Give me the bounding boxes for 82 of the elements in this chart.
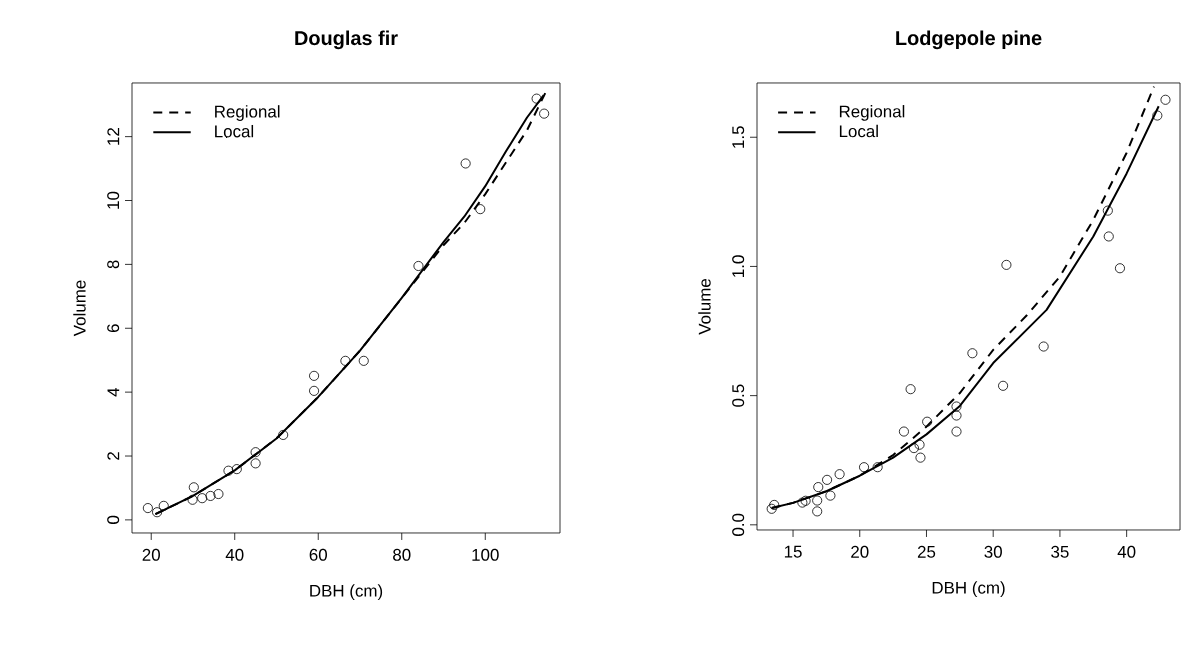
x-tick-label: 20	[851, 545, 869, 558]
point	[1001, 259, 1012, 270]
x-tick-label: 40	[225, 548, 244, 561]
point	[1102, 205, 1113, 216]
point	[539, 108, 550, 119]
point	[951, 410, 962, 421]
y-axis-title: Volume	[73, 280, 86, 337]
point	[250, 458, 261, 469]
y-tick-label: 0.0	[732, 513, 745, 536]
point	[531, 93, 542, 104]
point	[187, 494, 198, 505]
y-tick-label: 2	[107, 452, 120, 460]
point	[1152, 110, 1163, 121]
y-tick-label: 4	[107, 387, 120, 397]
y-tick-label: 0	[107, 515, 120, 524]
point	[1160, 94, 1171, 105]
legend-label: Regional	[215, 105, 280, 121]
point	[951, 401, 962, 412]
point	[769, 499, 780, 510]
point	[898, 426, 909, 437]
point	[766, 503, 777, 514]
x-tick-label: 15	[784, 545, 802, 558]
point	[915, 452, 926, 463]
point	[309, 370, 320, 381]
point	[859, 462, 870, 473]
point	[914, 439, 925, 450]
x-tick-label: 25	[917, 545, 936, 558]
point	[358, 355, 369, 366]
point	[922, 416, 933, 427]
point	[812, 495, 823, 506]
x-tick-label: 100	[472, 548, 499, 561]
x-tick-label: 60	[309, 548, 328, 561]
point	[475, 204, 486, 215]
point	[872, 462, 883, 473]
point	[908, 443, 919, 454]
point	[197, 493, 208, 504]
point	[309, 385, 320, 396]
x-tick-label: 35	[1051, 545, 1069, 558]
x-tick-label: 30	[984, 545, 1002, 558]
point	[998, 380, 1009, 391]
legend-label: Regional	[839, 105, 905, 121]
point	[812, 506, 823, 517]
y-tick-label: 12	[107, 128, 120, 145]
point	[250, 447, 261, 458]
chart-title: Douglas fir	[295, 30, 398, 50]
point	[223, 465, 234, 476]
point	[813, 482, 824, 493]
point	[278, 429, 289, 440]
y-tick-label: 6	[107, 324, 120, 333]
x-tick-label: 40	[1117, 545, 1136, 558]
legend-label: Local	[215, 124, 254, 138]
y-tick-label: 1.0	[732, 255, 745, 277]
point	[205, 490, 216, 501]
point	[231, 464, 242, 475]
point	[188, 482, 199, 493]
point	[967, 348, 978, 359]
point	[340, 355, 351, 366]
x-tick-label: 20	[142, 548, 160, 561]
y-tick-label: 1.5	[732, 126, 745, 148]
point	[825, 490, 836, 501]
y-tick-label: 10	[107, 191, 120, 209]
point	[822, 474, 833, 485]
point	[460, 158, 471, 169]
legend-label: Local	[839, 124, 878, 138]
point	[1114, 263, 1125, 274]
point	[1038, 341, 1049, 352]
point	[158, 500, 169, 511]
x-axis-title: DBH (cm)	[310, 584, 383, 601]
point	[213, 489, 224, 500]
y-axis-title: Volume	[698, 278, 711, 335]
point	[834, 469, 845, 480]
x-tick-label: 80	[393, 548, 411, 561]
point	[951, 426, 962, 437]
y-tick-label: 0.5	[732, 384, 745, 407]
point	[142, 503, 153, 514]
point	[1103, 231, 1114, 242]
x-axis-title: DBH (cm)	[932, 581, 1005, 598]
y-tick-label: 8	[107, 260, 120, 269]
chart-title: Lodgepole pine	[896, 30, 1042, 50]
point	[413, 260, 424, 271]
point	[905, 384, 916, 395]
point	[152, 507, 163, 518]
